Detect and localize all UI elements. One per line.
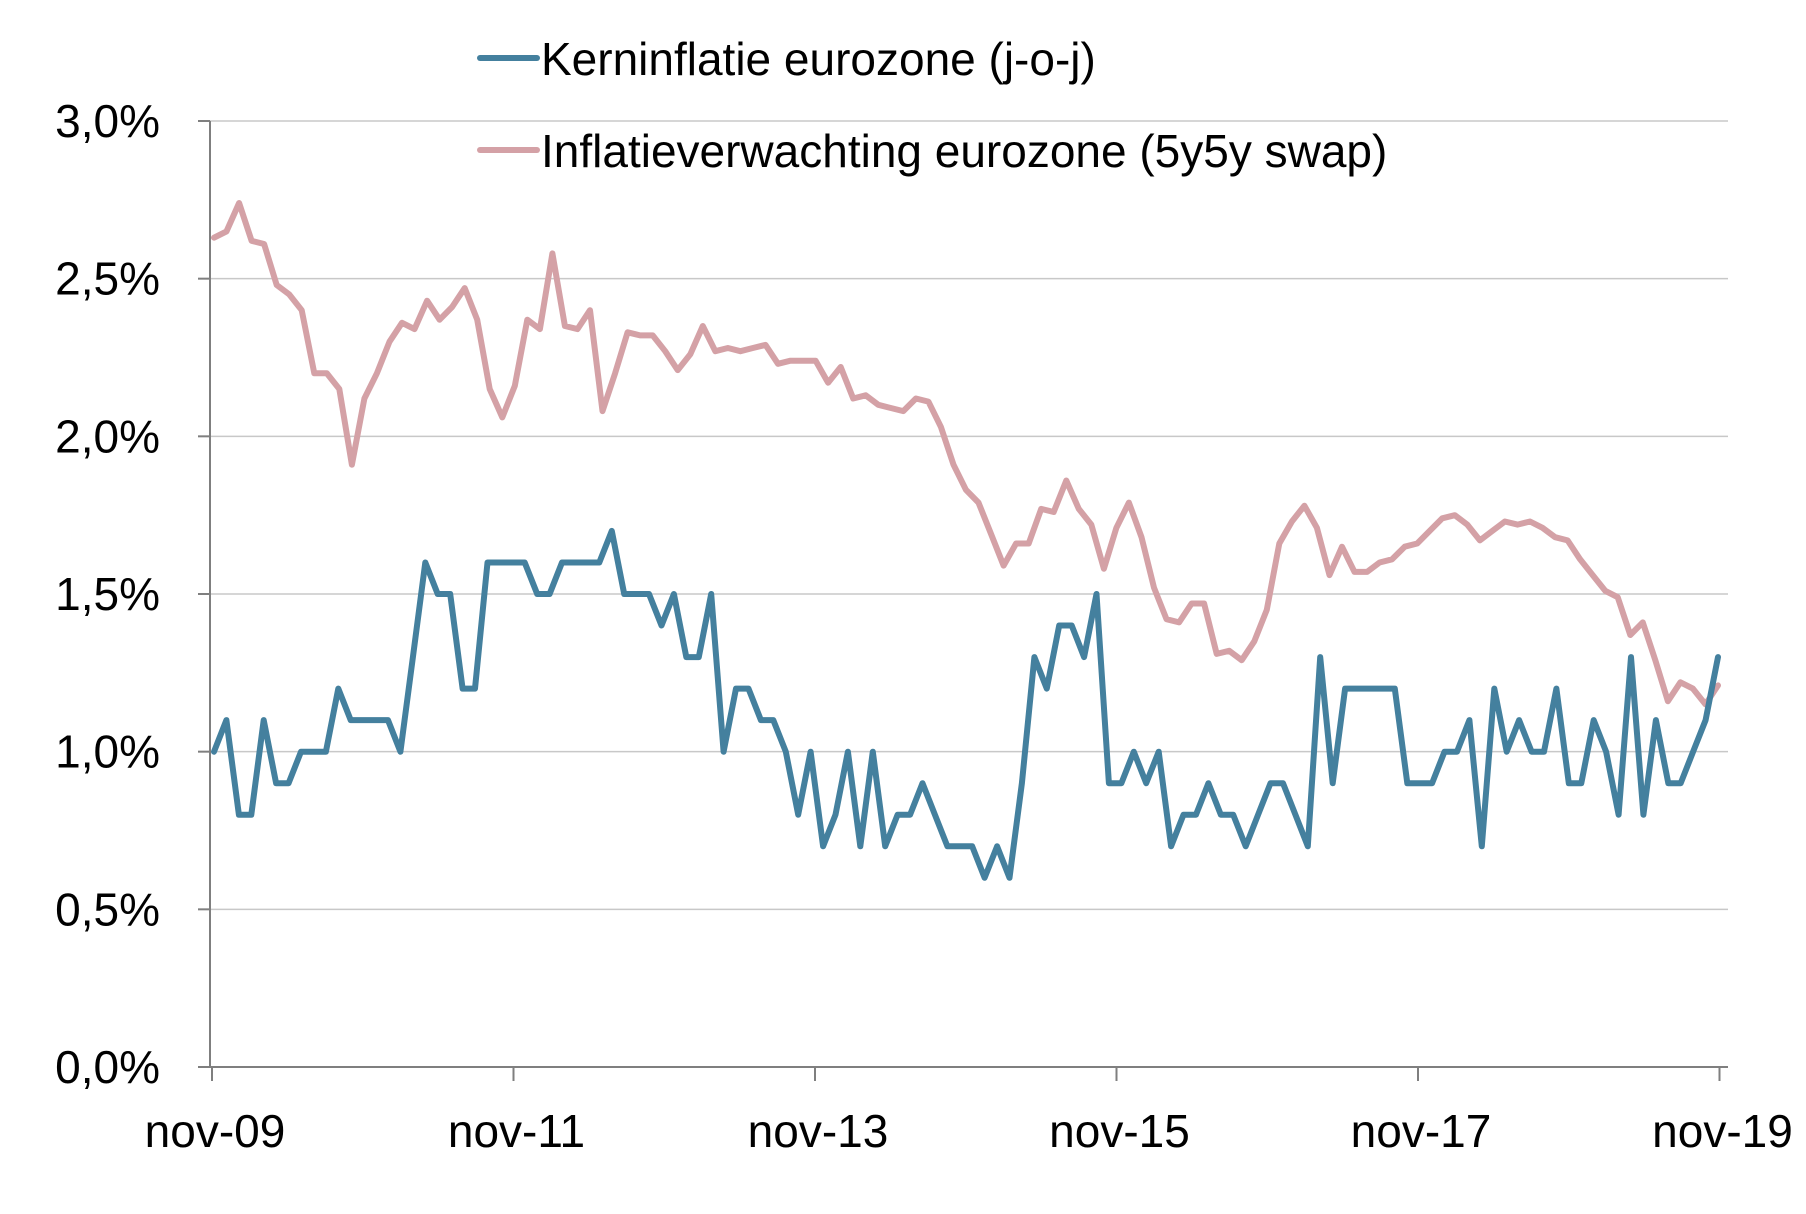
x-tick-label: nov-17 <box>1351 1105 1492 1157</box>
series-line-2 <box>211 200 1721 708</box>
gridlines <box>210 120 1728 911</box>
y-tick-label: 1,5% <box>55 568 160 620</box>
y-tick-label: 1,0% <box>55 726 160 778</box>
y-tick-label: 2,0% <box>55 410 160 462</box>
x-tick-label: nov-19 <box>1652 1105 1793 1157</box>
x-tick-label: nov-09 <box>145 1105 286 1157</box>
y-tick-label: 2,5% <box>55 253 160 305</box>
legend-label: Kerninflatie eurozone (j-o-j) <box>541 33 1096 85</box>
y-tick-label: 3,0% <box>55 95 160 147</box>
x-axis-ticks: nov-09 nov-11 nov-13 nov-15 nov-17 nov-19 <box>145 1067 1793 1157</box>
y-axis-ticks: 0,0% 0,5% 1,0% 1,5% 2,0% 2,5% 3,0% <box>55 95 210 1093</box>
x-tick-label: nov-13 <box>748 1105 889 1157</box>
legend-label: Inflatieverwachting eurozone (5y5y swap) <box>541 125 1387 177</box>
x-tick-label: nov-11 <box>448 1105 585 1157</box>
series-line-1 <box>211 527 1721 881</box>
series-lines <box>211 200 1721 881</box>
legend: Kerninflatie eurozone (j-o-j) Inflatiever… <box>477 33 1387 177</box>
x-tick-label: nov-15 <box>1049 1105 1190 1157</box>
y-tick-label: 0,5% <box>55 883 160 935</box>
y-tick-label: 0,0% <box>55 1041 160 1093</box>
